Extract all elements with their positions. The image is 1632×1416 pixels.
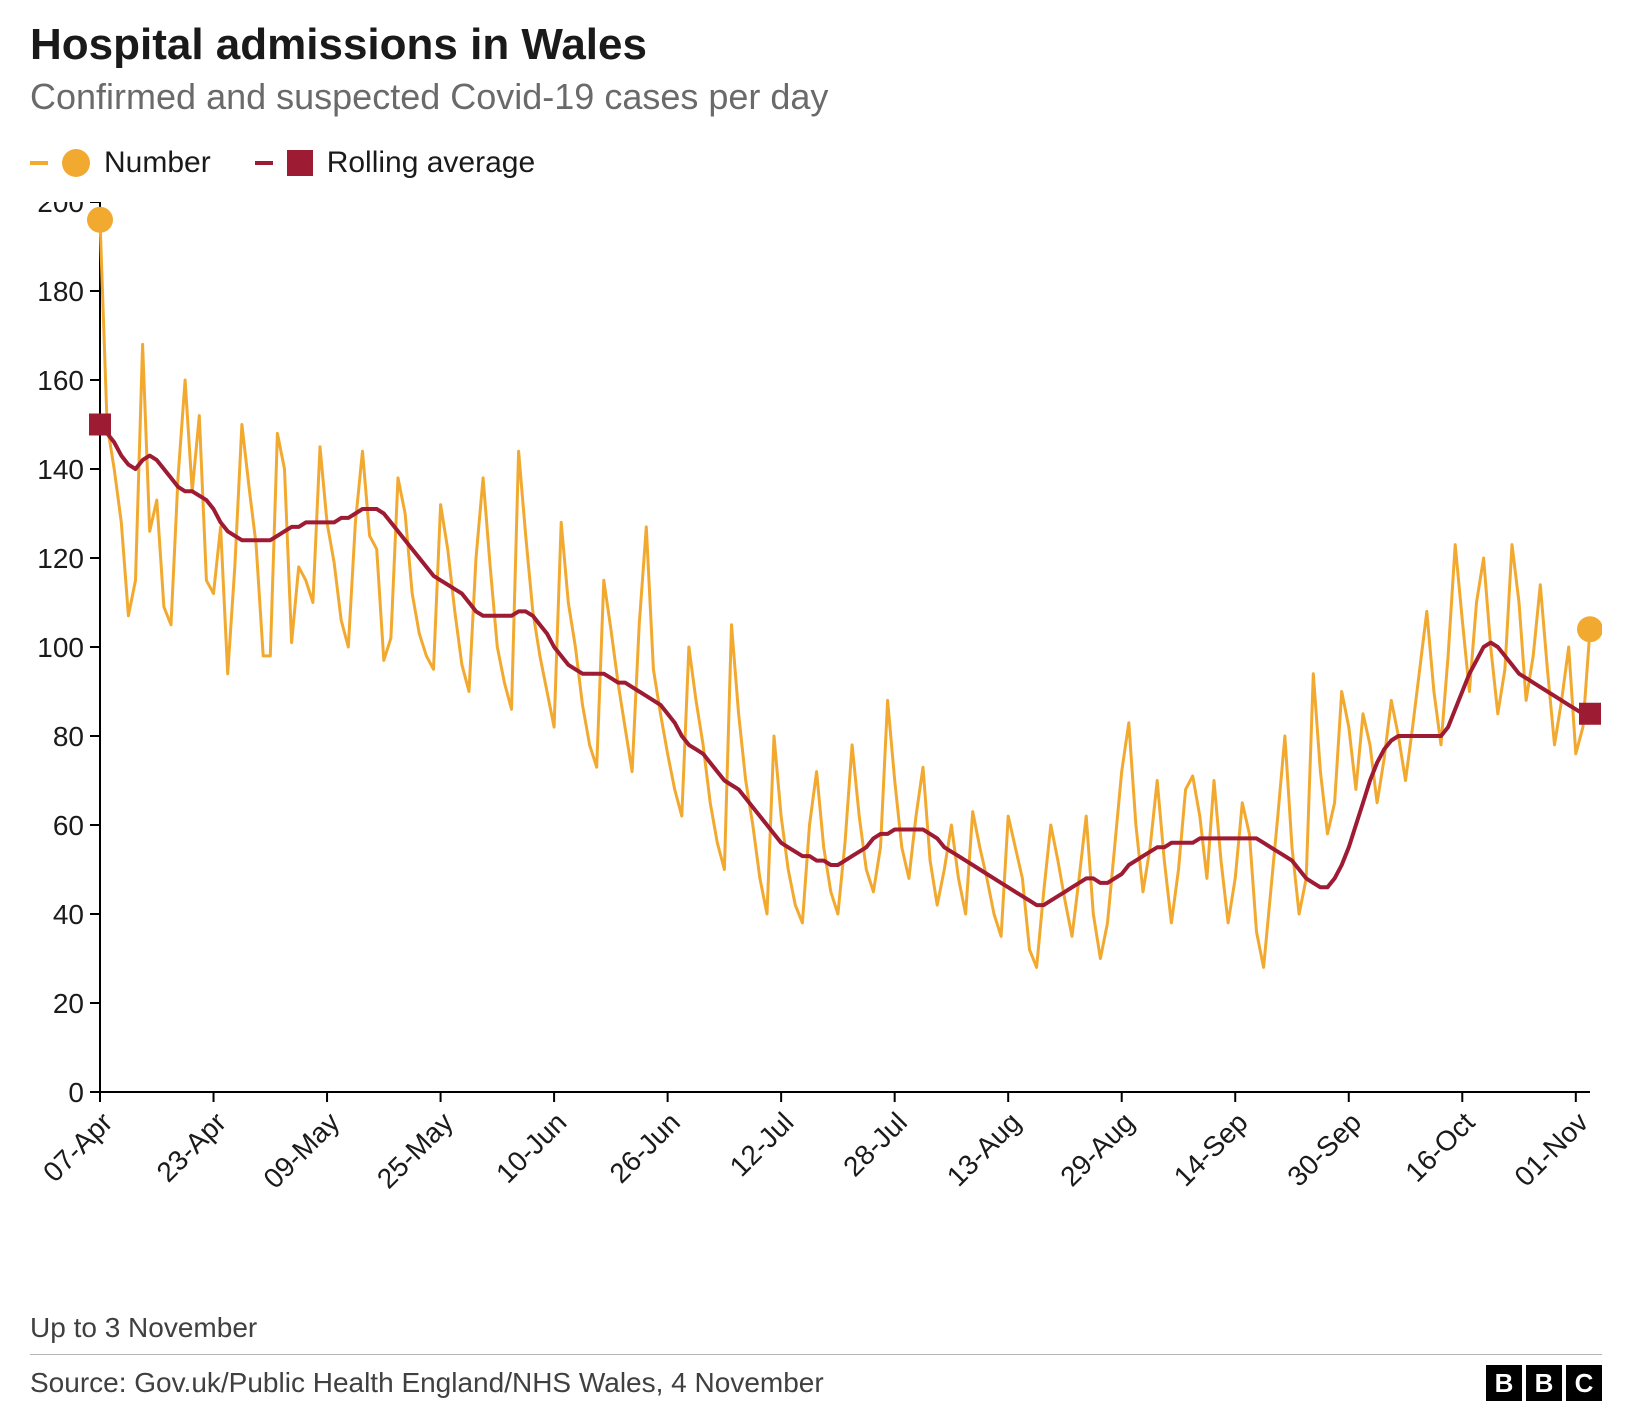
legend: Number Rolling average: [30, 146, 1602, 180]
svg-text:14-Sep: 14-Sep: [1168, 1106, 1254, 1192]
source-row: Source: Gov.uk/Public Health England/NHS…: [30, 1354, 1602, 1401]
svg-text:140: 140: [37, 454, 84, 485]
svg-text:16-Oct: 16-Oct: [1399, 1106, 1480, 1187]
svg-text:29-Aug: 29-Aug: [1054, 1106, 1140, 1192]
legend-item-rolling: Rolling average: [255, 146, 535, 180]
chart-title: Hospital admissions in Wales: [30, 20, 1602, 70]
chart-container: Hospital admissions in Wales Confirmed a…: [0, 0, 1632, 1416]
svg-text:13-Aug: 13-Aug: [941, 1106, 1027, 1192]
svg-text:28-Jul: 28-Jul: [837, 1106, 913, 1182]
bbc-logo-b1: B: [1486, 1365, 1522, 1401]
legend-label-rolling: Rolling average: [327, 146, 535, 180]
svg-text:09-May: 09-May: [257, 1106, 345, 1194]
svg-text:60: 60: [53, 810, 84, 841]
svg-text:160: 160: [37, 365, 84, 396]
legend-marker-number: [62, 149, 90, 177]
bbc-logo: B B C: [1486, 1365, 1602, 1401]
legend-marker-rolling: [287, 150, 313, 176]
svg-text:07-Apr: 07-Apr: [37, 1106, 118, 1187]
svg-text:20: 20: [53, 988, 84, 1019]
chart-footnote: Up to 3 November: [30, 1312, 1602, 1344]
svg-text:100: 100: [37, 632, 84, 663]
svg-text:180: 180: [37, 276, 84, 307]
svg-text:25-May: 25-May: [371, 1106, 459, 1194]
chart-svg: 0 20 40 60 80 100 120 140 160 180 200 07-Apr 23-Apr 0…: [30, 202, 1602, 1202]
legend-label-number: Number: [104, 146, 211, 180]
svg-text:12-Jul: 12-Jul: [724, 1106, 800, 1182]
source-text: Source: Gov.uk/Public Health England/NHS…: [30, 1367, 824, 1399]
svg-text:0: 0: [68, 1077, 84, 1108]
svg-text:30-Sep: 30-Sep: [1281, 1106, 1367, 1192]
bbc-logo-c: C: [1566, 1365, 1602, 1401]
chart-plot-area: 0 20 40 60 80 100 120 140 160 180 200 07-Apr 23-Apr 0…: [30, 202, 1602, 1202]
svg-text:200: 200: [37, 202, 84, 218]
svg-text:23-Apr: 23-Apr: [151, 1106, 232, 1187]
svg-text:40: 40: [53, 899, 84, 930]
bbc-logo-b2: B: [1526, 1365, 1562, 1401]
legend-line-rolling: [255, 161, 273, 165]
legend-item-number: Number: [30, 146, 211, 180]
svg-text:10-Jun: 10-Jun: [490, 1106, 572, 1188]
svg-text:120: 120: [37, 543, 84, 574]
svg-text:01-Nov: 01-Nov: [1508, 1106, 1594, 1192]
svg-text:80: 80: [53, 721, 84, 752]
svg-text:26-Jun: 26-Jun: [604, 1106, 686, 1188]
legend-line-number: [30, 161, 48, 165]
chart-subtitle: Confirmed and suspected Covid-19 cases p…: [30, 76, 1602, 118]
